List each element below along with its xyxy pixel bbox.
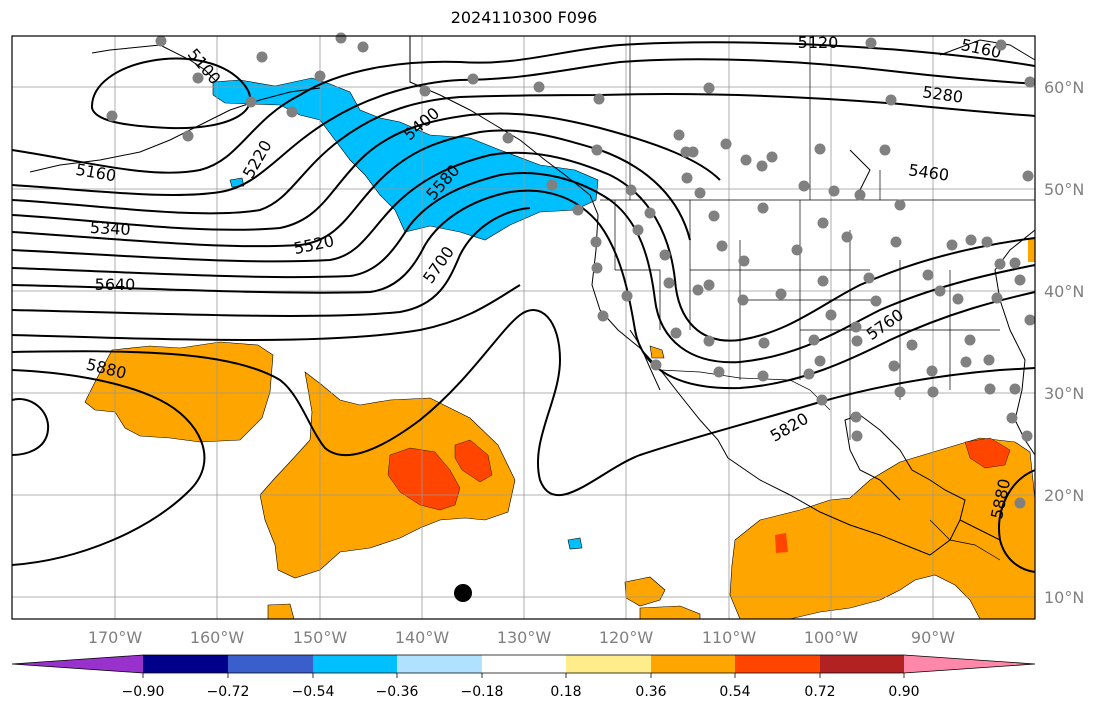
strong-positive-anomaly-fill <box>387 437 1011 553</box>
longitude-label: 160°W <box>190 628 245 647</box>
colorbar-segment <box>313 655 397 673</box>
contour-label: 5340 <box>89 218 131 239</box>
colorbar-tick-label: −0.18 <box>461 684 504 700</box>
latitude-label: 50°N <box>1044 180 1084 199</box>
longitude-label: 130°W <box>497 628 552 647</box>
latitude-label: 30°N <box>1044 384 1084 403</box>
colorbar-segment <box>12 655 143 673</box>
station-markers <box>106 32 1036 509</box>
colorbar-tick-label: 0.36 <box>635 684 666 700</box>
latitude-label: 40°N <box>1044 282 1084 301</box>
colorbar-segment <box>143 655 228 673</box>
colorbar-segment <box>482 655 566 673</box>
longitude-label: 110°W <box>702 628 757 647</box>
colorbar-tick-label: 0.72 <box>804 684 835 700</box>
colorbar-segment <box>397 655 482 673</box>
longitude-label: 150°W <box>293 628 348 647</box>
longitude-label: 140°W <box>395 628 450 647</box>
longitude-axis: 170°W 160°W 150°W 140°W 130°W 120°W 110°… <box>88 628 955 647</box>
latitude-axis: 60°N 50°N 40°N 30°N 20°N 10°N <box>1044 78 1084 607</box>
colorbar-segment <box>228 655 313 673</box>
colorbar-tick-label: −0.54 <box>292 684 335 700</box>
colorbar-tick-label: −0.36 <box>376 684 419 700</box>
contour-label: 5120 <box>798 33 839 52</box>
colorbar-tick-label: 0.90 <box>888 684 919 700</box>
contour-label: 5640 <box>95 275 136 294</box>
latitude-label: 10°N <box>1044 588 1084 607</box>
colorbar-segment <box>566 655 651 673</box>
map-panel: 5100 5160 5220 5400 5580 5700 5520 5340 … <box>11 32 1036 620</box>
latitude-label: 20°N <box>1044 486 1084 505</box>
colorbar-tick-label: 0.54 <box>719 684 750 700</box>
graticule <box>12 36 1035 619</box>
longitude-label: 100°W <box>804 628 859 647</box>
colorbar-tick-label: 0.18 <box>550 684 581 700</box>
marker-dot <box>454 584 472 602</box>
latitude-label: 60°N <box>1044 78 1084 97</box>
colorbar-tick-label: −0.90 <box>122 684 165 700</box>
longitude-label: 90°W <box>911 628 955 647</box>
longitude-label: 170°W <box>88 628 143 647</box>
positive-anomaly-fill <box>84 238 1036 620</box>
longitude-label: 120°W <box>599 628 654 647</box>
colorbar-segment <box>735 655 820 673</box>
colorbar: −0.90 −0.72 −0.54 −0.36 −0.18 0.18 0.36 … <box>11 654 1036 700</box>
colorbar-segment <box>904 655 1035 673</box>
colorbar-segment <box>820 655 904 673</box>
colorbar-tick-label: −0.72 <box>207 684 250 700</box>
map-frame <box>11 35 1036 620</box>
map-title: 2024110300 F096 <box>450 8 598 27</box>
colorbar-segment <box>651 655 735 673</box>
